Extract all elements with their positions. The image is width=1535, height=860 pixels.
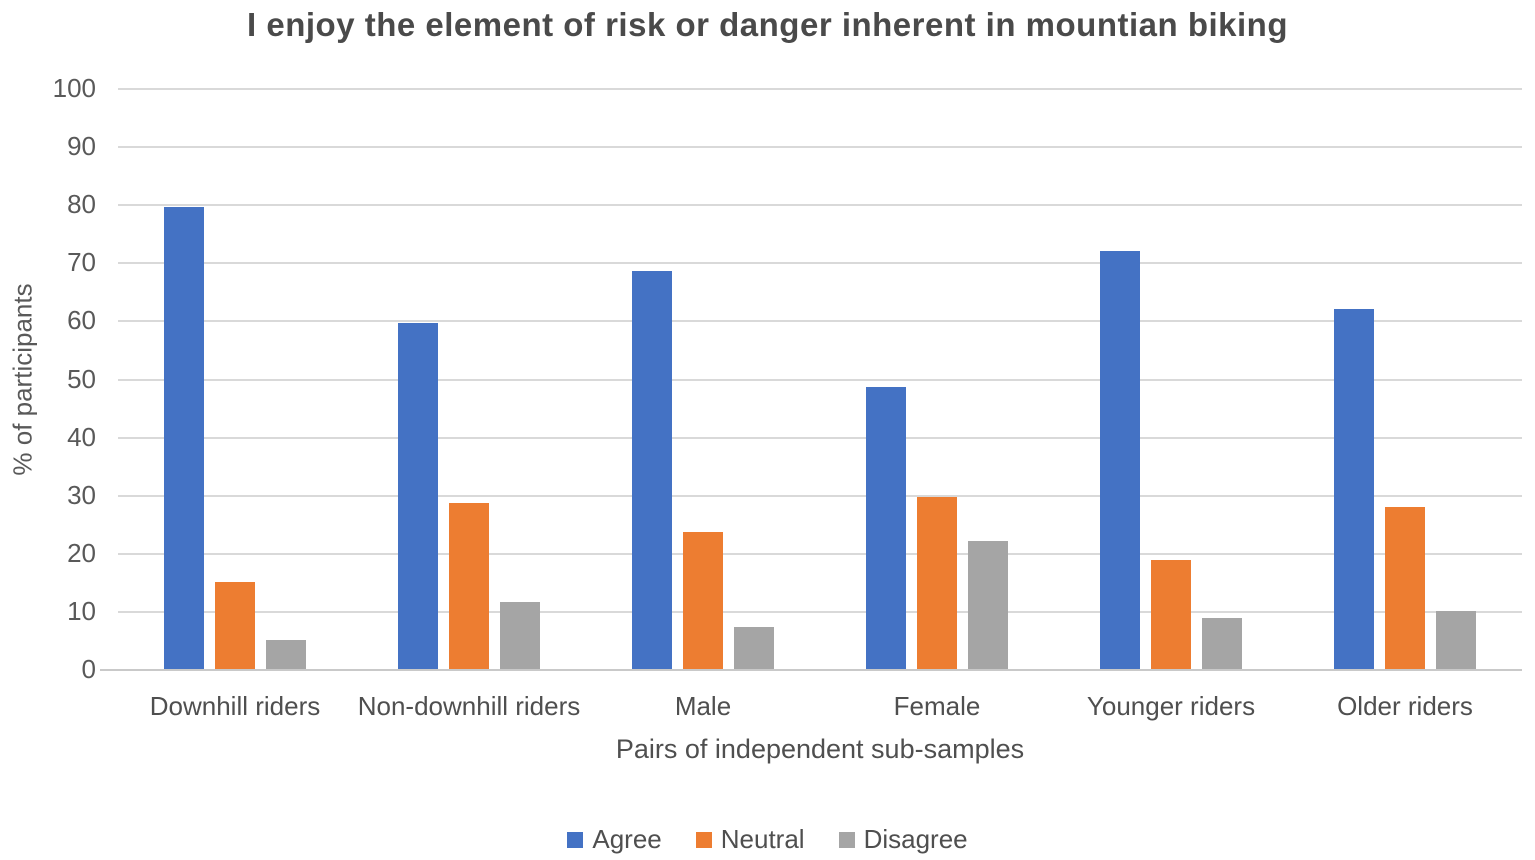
y-tick-label-20: 20 bbox=[67, 537, 96, 568]
x-category-label-older-riders: Older riders bbox=[1337, 691, 1473, 721]
legend-label-disagree: Disagree bbox=[863, 824, 968, 854]
bar-disagree-younger-riders bbox=[1202, 617, 1242, 669]
x-category-label-female: Female bbox=[893, 691, 981, 721]
bar-group-male bbox=[586, 88, 820, 669]
legend-swatch-agree bbox=[567, 831, 584, 848]
y-tick-label-40: 40 bbox=[67, 421, 96, 452]
y-tick-label-30: 30 bbox=[67, 479, 96, 510]
bar-disagree-male bbox=[734, 626, 774, 669]
x-category-label-younger-riders: Younger riders bbox=[1086, 691, 1256, 721]
x-category-label-downhill-riders: Downhill riders bbox=[149, 691, 321, 721]
legend: Agree Neutral Disagree bbox=[0, 824, 1535, 855]
y-tick-label-50: 50 bbox=[67, 363, 96, 394]
y-tick-label-60: 60 bbox=[67, 305, 96, 336]
bar-disagree-older-riders bbox=[1436, 611, 1476, 669]
bar-agree-male bbox=[632, 271, 672, 669]
plot-groups bbox=[118, 88, 1522, 669]
bar-agree-non-downhill-riders bbox=[398, 323, 438, 669]
gridline-80 bbox=[118, 204, 1522, 207]
x-category-label-non-downhill-riders: Non-downhill riders bbox=[357, 691, 581, 721]
bar-disagree-downhill-riders bbox=[266, 639, 306, 669]
x-axis-line bbox=[100, 669, 1522, 671]
bar-disagree-female bbox=[968, 541, 1008, 669]
plot-area bbox=[100, 88, 1522, 671]
gridline-100 bbox=[118, 88, 1522, 90]
bar-neutral-younger-riders bbox=[1151, 559, 1191, 669]
bar-group-older-riders bbox=[1288, 88, 1522, 669]
bar-neutral-downhill-riders bbox=[215, 581, 255, 669]
bar-agree-older-riders bbox=[1334, 308, 1374, 669]
bar-neutral-older-riders bbox=[1385, 506, 1425, 669]
legend-swatch-neutral bbox=[695, 831, 712, 848]
gridline-30 bbox=[118, 494, 1522, 497]
bar-group-female bbox=[820, 88, 1054, 669]
y-tick-label-0: 0 bbox=[81, 654, 96, 684]
x-category-labels: Downhill riders Non-downhill riders Male Fe… bbox=[118, 691, 1522, 722]
gridline-10 bbox=[118, 610, 1522, 613]
gridline-70 bbox=[118, 262, 1522, 265]
bar-group-younger-riders bbox=[1054, 88, 1288, 669]
bar-agree-female bbox=[866, 387, 906, 669]
y-tick-labels: 0 10 20 30 40 50 60 70 80 90 100 bbox=[0, 75, 96, 682]
y-tick-label-100: 100 bbox=[52, 73, 96, 103]
legend-item-disagree: Disagree bbox=[838, 824, 968, 855]
legend-item-neutral: Neutral bbox=[695, 824, 805, 855]
bar-agree-younger-riders bbox=[1100, 250, 1140, 669]
bar-group-non-downhill-riders bbox=[352, 88, 586, 669]
gridline-40 bbox=[118, 436, 1522, 439]
gridline-90 bbox=[118, 146, 1522, 149]
legend-item-agree: Agree bbox=[567, 824, 662, 855]
legend-label-neutral: Neutral bbox=[720, 824, 805, 854]
gridline-20 bbox=[118, 552, 1522, 555]
bar-neutral-female bbox=[917, 497, 957, 669]
legend-swatch-disagree bbox=[838, 831, 855, 848]
y-tick-label-90: 90 bbox=[67, 131, 96, 162]
y-tick-label-80: 80 bbox=[67, 189, 96, 220]
bar-disagree-non-downhill-riders bbox=[500, 602, 540, 669]
bar-agree-downhill-riders bbox=[164, 207, 204, 669]
x-axis-title: Pairs of independent sub-samples bbox=[615, 734, 1025, 764]
bar-neutral-non-downhill-riders bbox=[449, 502, 489, 669]
legend-label-agree: Agree bbox=[592, 824, 662, 854]
chart-title: I enjoy the element of risk or danger in… bbox=[247, 6, 1288, 43]
gridline-60 bbox=[118, 320, 1522, 323]
bar-group-downhill-riders bbox=[118, 88, 352, 669]
bar-neutral-male bbox=[683, 531, 723, 669]
y-tick-label-10: 10 bbox=[67, 595, 96, 626]
x-category-label-male: Male bbox=[674, 691, 732, 721]
y-tick-label-70: 70 bbox=[67, 247, 96, 278]
gridline-50 bbox=[118, 378, 1522, 381]
